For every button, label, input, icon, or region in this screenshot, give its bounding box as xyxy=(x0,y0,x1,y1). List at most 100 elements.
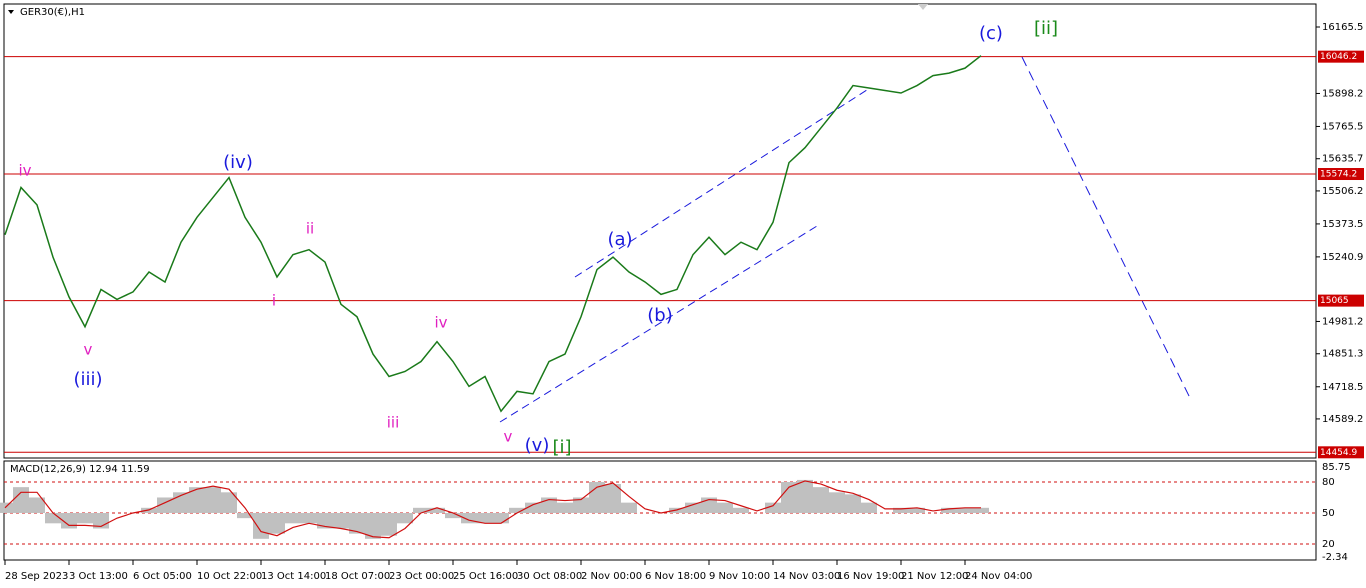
chart-title: GER30(€),H1 xyxy=(20,7,85,18)
macd-bar xyxy=(861,502,877,513)
x-tick-label: 2 Nov 00:00 xyxy=(581,571,642,582)
macd-bar xyxy=(29,497,45,513)
x-tick-label: 24 Nov 04:00 xyxy=(965,571,1032,582)
macd-bar xyxy=(781,481,797,513)
y-tick-label: 15240.9 xyxy=(1322,252,1363,263)
macd-bar xyxy=(77,512,93,524)
macd-bar xyxy=(317,512,333,529)
wave-label: iv xyxy=(18,162,31,180)
x-tick-label: 28 Sep 2023 xyxy=(5,571,68,582)
macd-bar xyxy=(973,507,989,513)
x-tick-label: 25 Oct 16:00 xyxy=(453,571,518,582)
macd-bar xyxy=(381,512,397,536)
wave-label: i xyxy=(272,292,276,310)
wave-label: (iii) xyxy=(73,369,102,390)
macd-bar xyxy=(717,502,733,513)
macd-bar xyxy=(493,512,509,524)
level-box xyxy=(1318,168,1364,181)
wave-label: ii xyxy=(306,220,314,238)
level-box xyxy=(1318,446,1364,459)
macd-bar xyxy=(813,487,829,513)
wave-label: iii xyxy=(387,414,400,432)
macd-bar xyxy=(797,479,813,513)
menu-arrow[interactable] xyxy=(8,10,14,14)
wave-label: [i] xyxy=(552,437,571,458)
channel-upper xyxy=(574,87,871,278)
y-tick-label: 16165.5 xyxy=(1322,22,1363,33)
macd-bar xyxy=(397,512,413,524)
y-tick-label: 14589.2 xyxy=(1322,414,1363,425)
macd-bar xyxy=(461,512,477,524)
x-tick-label: 9 Nov 10:00 xyxy=(709,571,770,582)
macd-bar xyxy=(621,502,637,513)
y-tick-label: 15635.7 xyxy=(1322,154,1363,165)
macd-bar xyxy=(605,484,621,513)
macd-bar xyxy=(237,512,253,519)
macd-bar xyxy=(285,512,301,524)
x-tick-label: 3 Oct 13:00 xyxy=(69,571,128,582)
macd-bar xyxy=(557,502,573,513)
wave-label: (a) xyxy=(607,229,632,250)
macd-bar xyxy=(269,512,285,534)
macd-bar xyxy=(525,502,541,513)
macd-bar xyxy=(893,507,909,513)
x-tick-label: 14 Nov 03:00 xyxy=(773,571,840,582)
x-tick-label: 21 Nov 12:00 xyxy=(901,571,968,582)
shift-marker xyxy=(918,4,928,10)
y-tick-label: 14981.2 xyxy=(1322,316,1363,327)
x-tick-label: 23 Oct 00:00 xyxy=(389,571,454,582)
wave-label: (v) xyxy=(525,435,550,456)
x-tick-label: 30 Oct 08:00 xyxy=(517,571,582,582)
wave-label: (iv) xyxy=(223,152,253,173)
y-tick-label: 15373.5 xyxy=(1322,219,1363,230)
y-tick-label: 14718.5 xyxy=(1322,382,1363,393)
y-tick-label: 15506.2 xyxy=(1322,186,1363,197)
wave-label: iv xyxy=(434,314,447,332)
macd-bar xyxy=(0,502,13,513)
x-tick-label: 10 Oct 22:00 xyxy=(197,571,262,582)
macd-bar xyxy=(733,507,749,513)
signal-line xyxy=(4,480,981,539)
level-label: 14454.9 xyxy=(1320,448,1357,458)
y-tick-label: 50 xyxy=(1322,508,1335,519)
channel-lower xyxy=(499,225,818,423)
macd-bar xyxy=(333,512,349,529)
macd-bar xyxy=(253,512,269,539)
level-label: 15065 xyxy=(1320,296,1349,306)
macd-bar xyxy=(845,494,861,513)
macd-bar xyxy=(509,507,525,513)
wave-label: v xyxy=(504,428,513,446)
macd-bar xyxy=(413,507,429,513)
macd-bar xyxy=(13,487,29,513)
level-box xyxy=(1318,50,1364,63)
macd-bar xyxy=(685,502,701,513)
scale-label: 85.75 xyxy=(1322,462,1351,473)
macd-bar xyxy=(301,512,317,524)
level-box xyxy=(1318,294,1364,307)
wave-label: (c) xyxy=(979,23,1003,44)
x-tick-label: 6 Oct 05:00 xyxy=(133,571,192,582)
macd-bar xyxy=(189,487,205,513)
y-tick-label: 20 xyxy=(1322,539,1335,550)
macd-bar xyxy=(45,512,61,524)
macd-bar xyxy=(205,487,221,513)
wave-label: (b) xyxy=(647,305,672,326)
macd-bar xyxy=(573,497,589,513)
y-tick-label: 14851.3 xyxy=(1322,349,1363,360)
x-tick-label: 16 Nov 19:00 xyxy=(837,571,904,582)
x-tick-label: 18 Oct 07:00 xyxy=(325,571,390,582)
macd-bar xyxy=(349,512,365,534)
price-line xyxy=(4,55,982,413)
macd-bar xyxy=(429,507,445,513)
macd-bar xyxy=(909,507,925,513)
macd-bar xyxy=(221,492,237,513)
y-tick-label: 15765.5 xyxy=(1322,121,1363,132)
wave-label: v xyxy=(84,341,93,359)
scale-label: -2.34 xyxy=(1322,552,1348,563)
projection-line xyxy=(1021,56,1191,399)
macd-bar xyxy=(365,512,381,539)
macd-bar xyxy=(765,502,781,513)
main-frame xyxy=(3,3,1317,459)
wave-label: [ii] xyxy=(1034,18,1058,39)
